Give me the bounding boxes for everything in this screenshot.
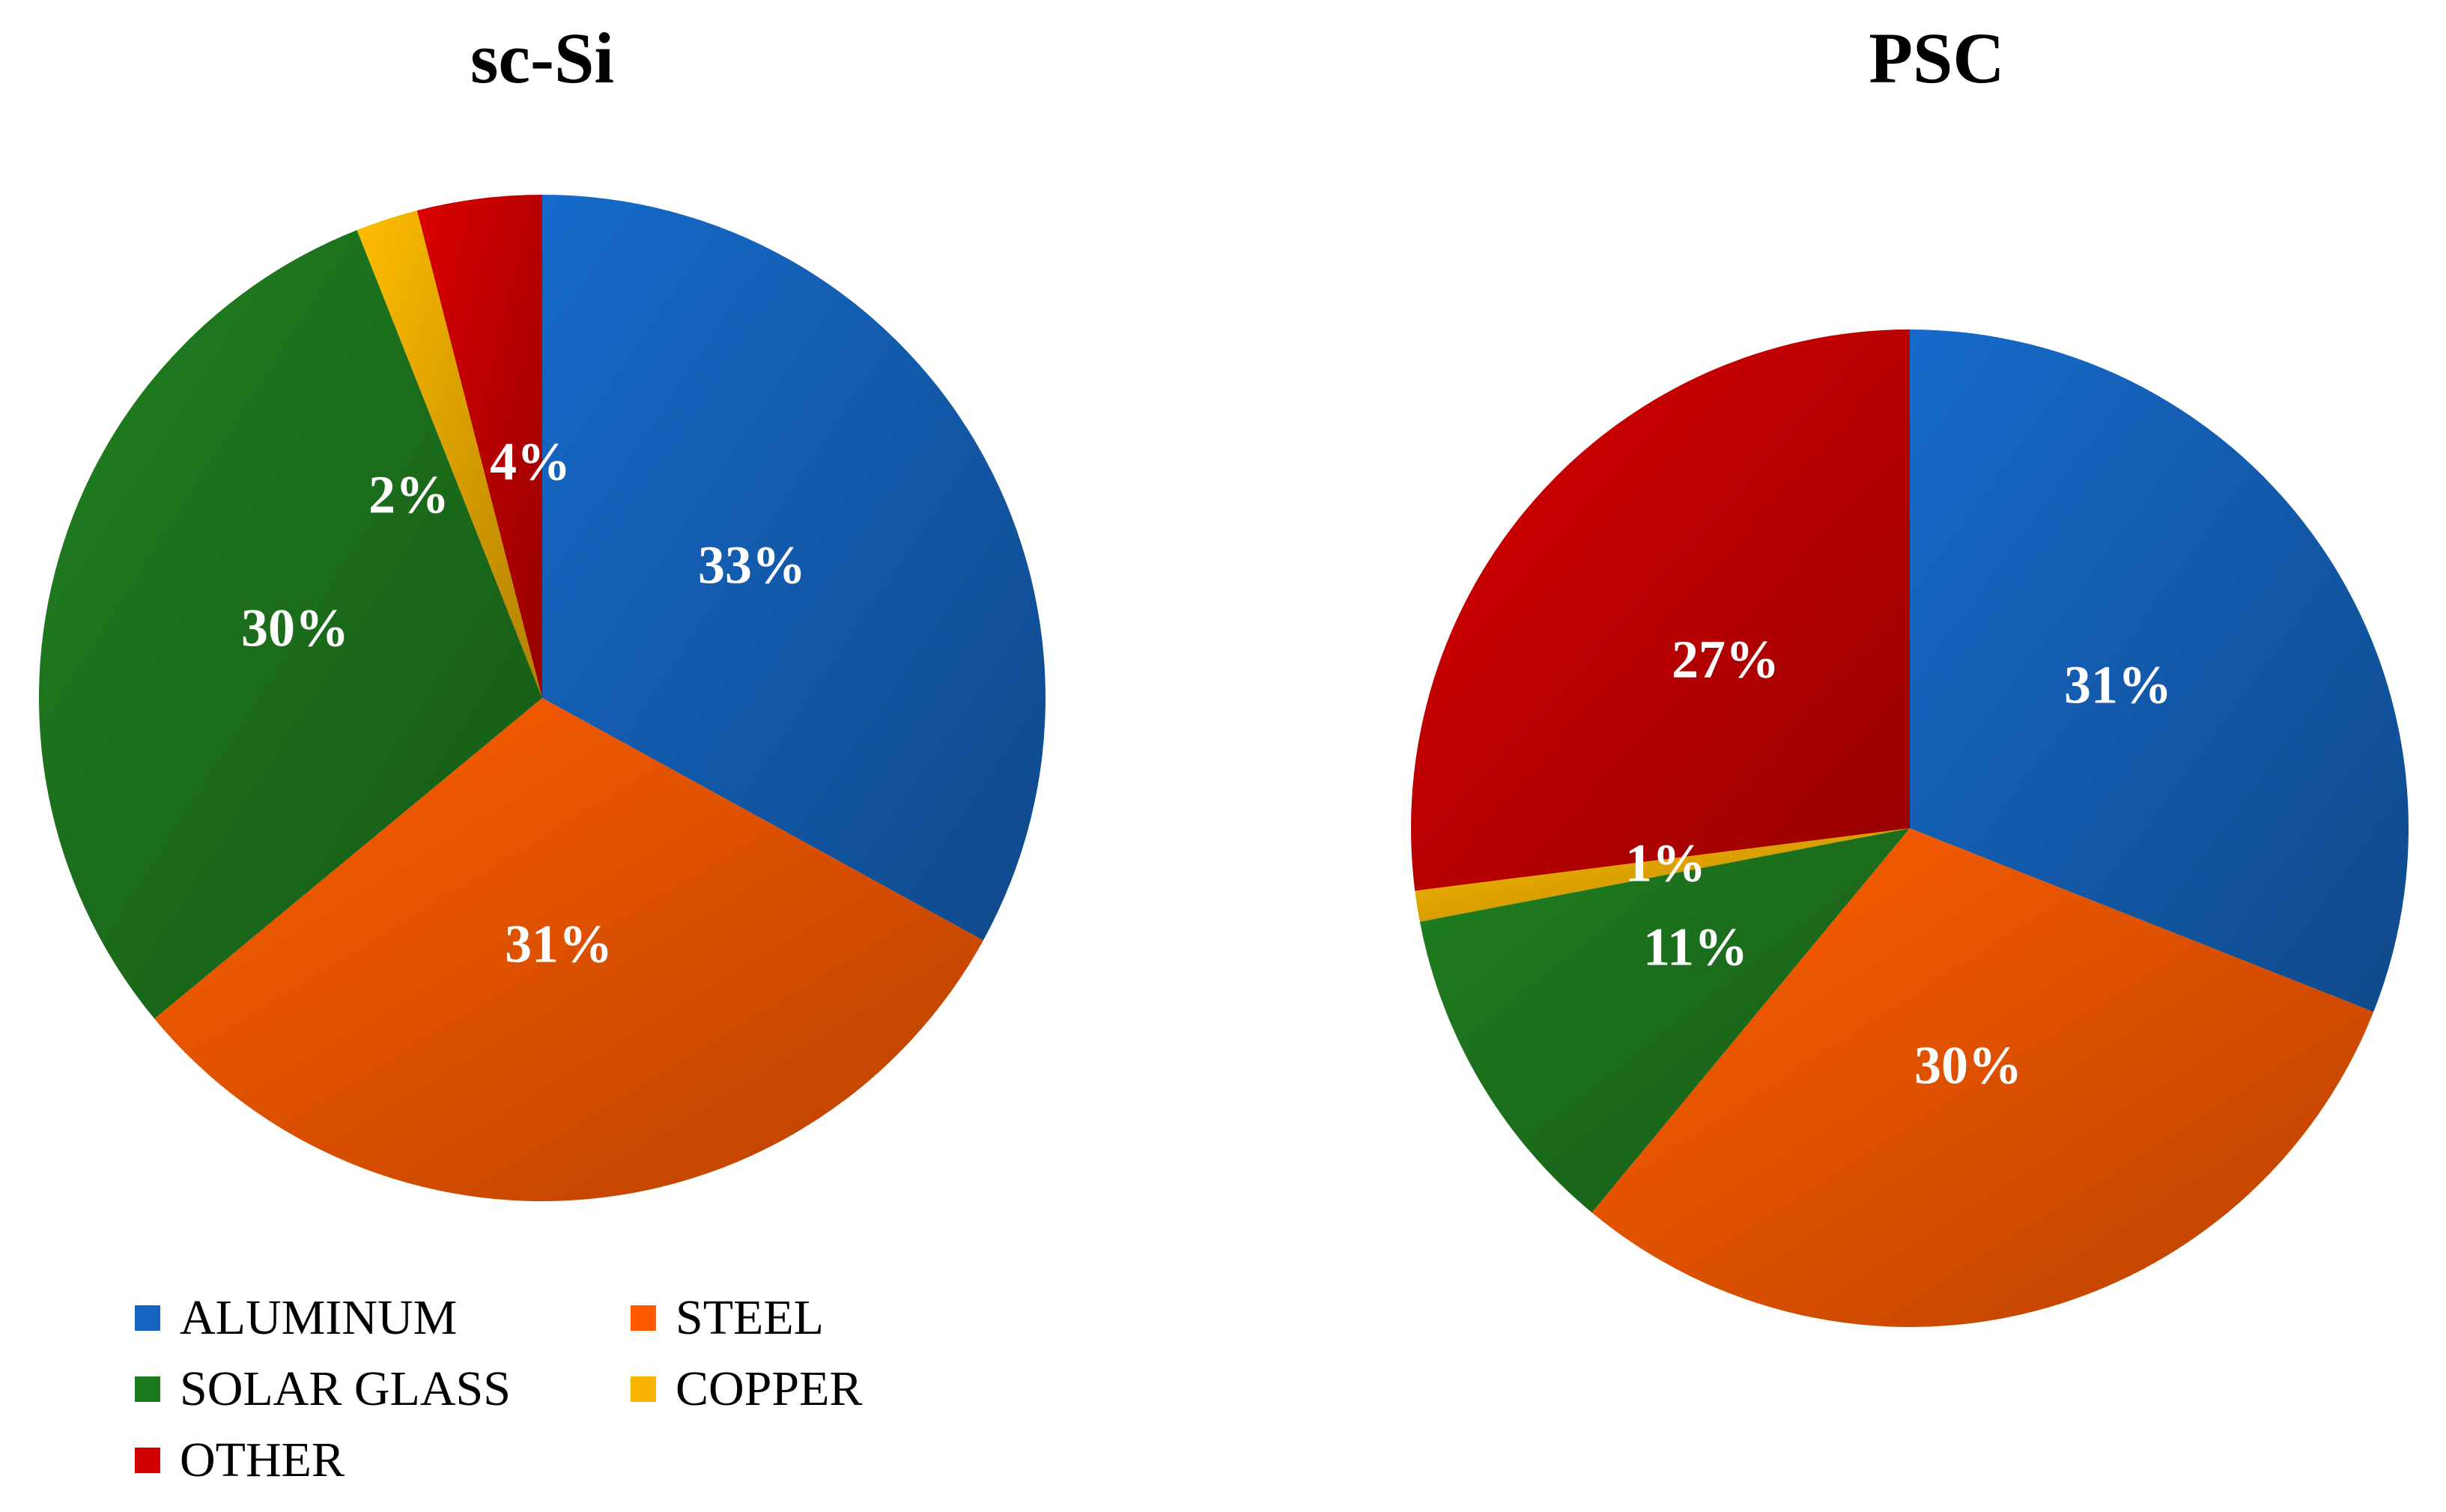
pie-slice-psc-copper <box>1415 828 1910 922</box>
pie-slice-psc-solar-glass <box>1419 828 1910 1213</box>
pie-slice-psc-steel <box>1591 828 2374 1328</box>
pie-slice-psc-aluminum <box>1910 330 2409 1012</box>
legend-swatch-steel <box>631 1305 656 1331</box>
pie-chart-sc-si: 33% 31% 30% 2% 4% <box>38 195 1046 1202</box>
legend-swatch-copper <box>631 1376 656 1402</box>
legend-item-copper: COPPER <box>631 1359 862 1419</box>
legend-item-steel: STEEL <box>631 1288 824 1348</box>
legend-swatch-aluminum <box>135 1305 160 1331</box>
pie-slice-sc-si-aluminum <box>542 195 1046 941</box>
data-label-psc-steel: 30% <box>1914 1036 2022 1096</box>
data-label-sc-si-copper: 2% <box>368 465 449 525</box>
data-label-sc-si-other: 4% <box>490 432 571 492</box>
pie-chart-psc: 31% 30% 11% 1% 27% <box>1410 330 2409 1328</box>
legend-item-aluminum: ALUMINUM <box>135 1288 457 1348</box>
data-label-sc-si-aluminum: 33% <box>698 535 806 595</box>
legend-label-aluminum: ALUMINUM <box>180 1290 458 1345</box>
legend-swatch-other <box>135 1448 160 1473</box>
legend-swatch-solar-glass <box>135 1376 160 1402</box>
legend-item-solar-glass: SOLAR GLASS <box>135 1359 511 1419</box>
chart-title-sc-si: sc-Si <box>470 18 614 98</box>
legend-label-other: OTHER <box>180 1433 345 1487</box>
legend-item-other: OTHER <box>135 1430 345 1490</box>
chart-title-psc: PSC <box>1869 18 2005 98</box>
pie-slice-sc-si-solar-glass <box>38 230 542 1019</box>
legend-label-copper: COPPER <box>676 1361 863 1416</box>
data-label-sc-si-steel: 31% <box>505 914 613 974</box>
data-label-sc-si-solar-glass: 30% <box>241 598 349 658</box>
data-label-psc-copper: 1% <box>1625 834 1706 893</box>
data-label-psc-aluminum: 31% <box>2064 655 2172 715</box>
legend-label-solar-glass: SOLAR GLASS <box>180 1361 511 1416</box>
legend-label-steel: STEEL <box>676 1290 824 1345</box>
data-label-psc-other: 27% <box>1672 630 1779 690</box>
pie-slice-psc-other <box>1410 330 1910 891</box>
pie-slice-sc-si-copper <box>356 210 542 698</box>
pie-slice-sc-si-other <box>416 195 542 698</box>
pie-slice-sc-si-steel <box>154 698 983 1202</box>
data-label-psc-solar-glass: 11% <box>1643 917 1748 977</box>
